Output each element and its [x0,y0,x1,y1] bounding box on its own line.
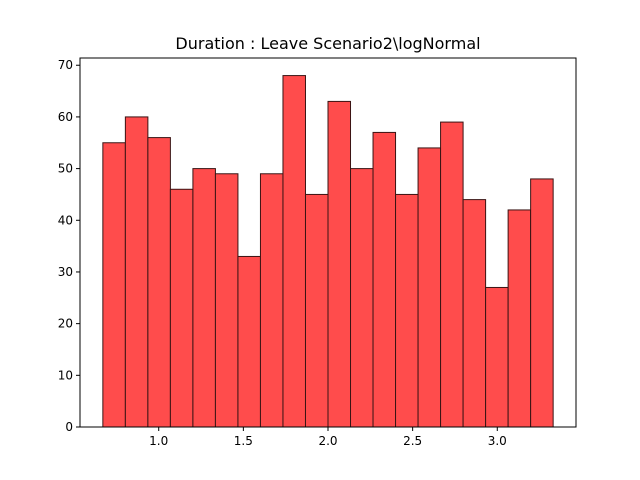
histogram-bar [214,173,239,428]
histogram-bar [485,286,509,428]
y-tick-label: 70 [58,58,73,72]
x-tick-label: 1.0 [149,434,168,448]
histogram-bar [530,178,554,428]
x-tick-label: 1.5 [234,434,253,448]
histogram-bar [327,100,352,428]
y-tick-label: 0 [65,420,73,434]
y-tick-label: 40 [58,213,73,227]
histogram-bar [507,209,532,428]
bars-group [102,75,554,428]
histogram-bar [147,137,171,428]
y-axis: 0 10 20 30 40 50 60 70 [58,58,80,434]
histogram-bar [304,193,329,428]
y-tick-label: 30 [58,265,73,279]
histogram-bar [440,121,464,428]
y-tick-label: 60 [58,110,73,124]
histogram-bar [124,116,149,428]
y-tick-label: 20 [58,317,73,331]
histogram-bar [417,147,442,428]
x-tick-label: 3.0 [488,434,507,448]
histogram-bar [462,199,487,428]
chart-title: Duration : Leave Scenario2\logNormal [175,34,480,53]
histogram-bar [350,168,374,428]
histogram-bar [237,255,261,428]
histogram-bar [102,142,126,428]
histogram-bar [259,173,284,428]
x-tick-label: 2.5 [403,434,422,448]
x-axis: 1.0 1.5 2.0 2.5 3.0 [149,427,507,448]
histogram-bar [395,193,419,428]
x-tick-label: 2.0 [318,434,337,448]
histogram-bar [169,188,194,428]
histogram-bar [372,131,397,428]
histogram-bar [192,168,216,428]
histogram-bar [282,75,306,428]
y-tick-label: 10 [58,368,73,382]
y-tick-label: 50 [58,162,73,176]
